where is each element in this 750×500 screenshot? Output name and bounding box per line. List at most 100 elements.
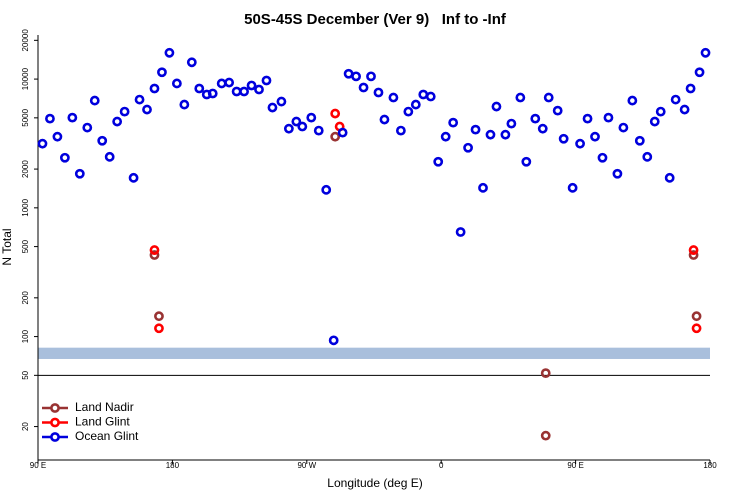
point <box>642 151 653 162</box>
point <box>679 104 690 115</box>
point <box>410 99 421 110</box>
y-tick-label: 100 <box>21 329 30 343</box>
point <box>388 92 399 103</box>
y-tick-label: 10000 <box>21 67 30 90</box>
point <box>521 156 532 167</box>
point <box>433 156 444 167</box>
point <box>664 172 675 183</box>
x-tick-label: 0 <box>439 461 444 470</box>
point <box>157 67 167 78</box>
point <box>627 95 638 106</box>
point <box>149 250 160 260</box>
point <box>575 138 585 149</box>
point <box>297 121 308 132</box>
point <box>590 131 600 142</box>
x-tick-label: 180 <box>703 461 717 470</box>
point <box>207 88 218 99</box>
point <box>149 83 160 94</box>
legend-label: Land Nadir <box>75 400 134 414</box>
point <box>543 92 554 103</box>
point <box>164 47 175 58</box>
point <box>267 102 278 113</box>
point <box>567 182 578 193</box>
y-tick-label: 20 <box>21 422 30 431</box>
y-tick-label: 500 <box>21 239 30 253</box>
point <box>425 91 436 102</box>
legend-marker <box>50 432 60 442</box>
point <box>515 92 526 103</box>
shaded-band <box>38 347 710 359</box>
point <box>194 83 205 94</box>
point <box>291 116 302 127</box>
point <box>448 117 459 128</box>
legend-label: Land Glint <box>75 415 130 429</box>
point <box>37 138 48 149</box>
point <box>119 106 130 117</box>
point <box>540 368 551 379</box>
point <box>89 95 100 106</box>
point <box>694 67 705 78</box>
point <box>691 323 702 334</box>
point <box>478 182 488 193</box>
point <box>330 108 341 119</box>
point <box>463 142 473 153</box>
x-tick-label: 90 W <box>297 461 316 470</box>
point <box>537 123 548 134</box>
point <box>403 106 414 117</box>
point <box>358 82 369 93</box>
x-tick-label: 90 E <box>30 461 46 470</box>
point <box>246 80 257 91</box>
point <box>558 133 569 144</box>
point <box>154 323 164 334</box>
x-tick-label: 180 <box>166 461 180 470</box>
point <box>276 96 287 107</box>
point <box>470 124 481 135</box>
y-tick-label: 5000 <box>21 108 30 126</box>
x-axis-label: Longitude (deg E) <box>327 476 422 490</box>
point <box>97 135 108 146</box>
point <box>261 75 272 86</box>
point <box>552 105 563 116</box>
point <box>655 106 666 117</box>
point <box>670 94 681 105</box>
point <box>74 168 85 179</box>
chart-title: 50S-45S December (Ver 9) Inf to -Inf <box>244 11 507 28</box>
point <box>67 112 78 123</box>
point <box>328 335 339 346</box>
legend-marker <box>50 403 60 413</box>
point <box>224 77 235 88</box>
point <box>351 71 361 82</box>
point <box>379 114 390 125</box>
point <box>104 151 115 162</box>
point <box>321 184 332 195</box>
point <box>618 122 629 133</box>
y-tick-label: 20000 <box>21 29 30 52</box>
point <box>688 245 699 255</box>
series-2 <box>37 47 711 346</box>
point <box>186 57 197 68</box>
point <box>142 104 152 115</box>
point <box>337 127 348 138</box>
point <box>691 311 702 322</box>
point <box>154 311 164 322</box>
point <box>128 172 139 183</box>
point <box>239 86 249 97</box>
point <box>134 94 145 105</box>
point <box>313 125 324 136</box>
y-axis-label: N Total <box>0 228 14 265</box>
point <box>373 87 384 98</box>
point <box>688 250 699 260</box>
point <box>530 113 541 124</box>
point <box>82 122 93 133</box>
point <box>112 116 123 127</box>
y-tick-label: 1000 <box>21 198 30 216</box>
point <box>540 430 551 441</box>
point <box>649 116 660 127</box>
point <box>330 131 341 142</box>
y-tick-label: 50 <box>21 370 30 379</box>
point <box>455 227 466 237</box>
point <box>254 84 264 95</box>
point <box>59 152 70 163</box>
